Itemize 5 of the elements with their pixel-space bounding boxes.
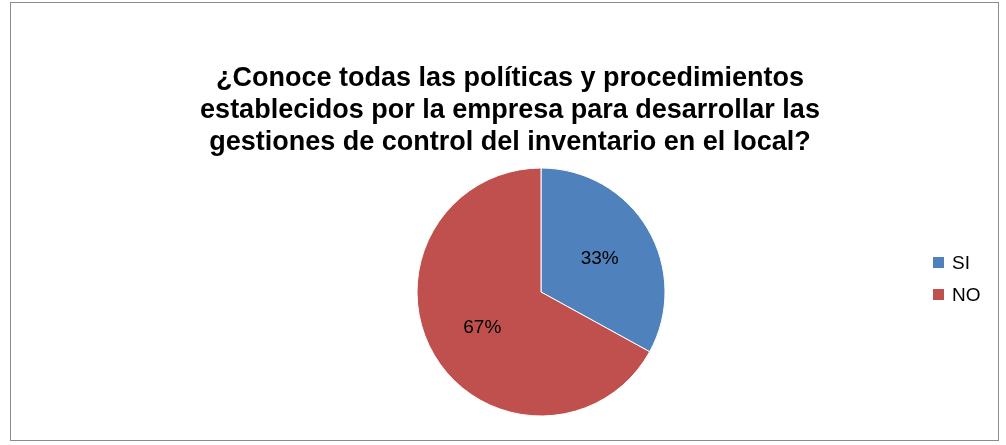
legend-label: NO <box>952 283 981 305</box>
data-label: 67% <box>463 316 502 338</box>
data-label: 33% <box>580 246 619 268</box>
legend-label: SI <box>952 251 970 273</box>
chart-title: ¿Conoce todas las políticas y procedimientos establecidos por la empresa para desarrollar las gestiones de control del inventario en el local? <box>200 62 820 156</box>
